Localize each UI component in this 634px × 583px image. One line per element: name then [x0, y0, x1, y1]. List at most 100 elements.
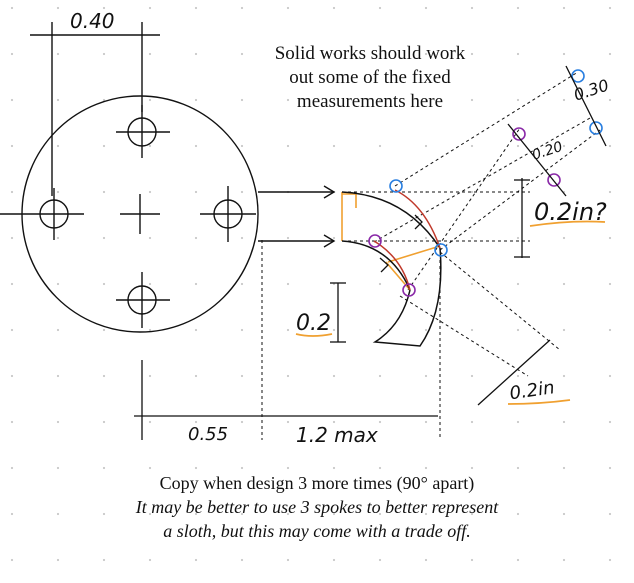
grid-dot — [56, 6, 60, 10]
grid-dot — [148, 558, 152, 562]
grid-dot — [608, 236, 612, 240]
grid-dot — [102, 374, 106, 378]
spoke-outline — [341, 191, 442, 347]
grid-dot — [470, 98, 474, 102]
grid-dot — [286, 558, 290, 562]
grid-dot — [286, 236, 290, 240]
grid-dot — [148, 420, 152, 424]
grid-dot — [102, 144, 106, 148]
label-bottom-right: 1.2 max — [296, 423, 378, 447]
grid-dot — [56, 190, 60, 194]
grid-dot — [194, 328, 198, 332]
grid-dot — [470, 512, 474, 516]
grid-dot — [378, 6, 382, 10]
grid-dot — [10, 6, 14, 10]
grid-dot — [378, 282, 382, 286]
grid-dot — [424, 282, 428, 286]
grid-dot — [516, 558, 520, 562]
grid-dot — [608, 282, 612, 286]
grid-dot — [240, 512, 244, 516]
grid-dot — [148, 6, 152, 10]
label-dim-040: 0.40 — [70, 9, 115, 33]
grid-dot — [194, 282, 198, 286]
grid-dot — [378, 420, 382, 424]
grid-dot — [332, 236, 336, 240]
grid-dot — [194, 420, 198, 424]
grid-dot — [102, 282, 106, 286]
grid-dot — [240, 236, 244, 240]
grid-dot — [194, 374, 198, 378]
grid-dot — [286, 52, 290, 56]
grid-dot — [240, 558, 244, 562]
grid-dot — [332, 144, 336, 148]
grid-dot — [562, 52, 566, 56]
grid-dot — [194, 512, 198, 516]
hole-left — [0, 188, 84, 240]
grid-dot — [378, 374, 382, 378]
grid-dot — [332, 98, 336, 102]
grid-dot — [102, 328, 106, 332]
grid-dot — [470, 558, 474, 562]
underlines — [295, 220, 606, 405]
grid-dot — [516, 282, 520, 286]
grid-dot — [608, 52, 612, 56]
grid-dot — [608, 512, 612, 516]
grid-dot — [424, 52, 428, 56]
grid-dot — [102, 420, 106, 424]
grid-dot — [240, 190, 244, 194]
grid-dot — [286, 282, 290, 286]
grid-dot — [10, 558, 14, 562]
grid-dot — [286, 144, 290, 148]
label-dim-030: 0.30 — [571, 75, 611, 104]
grid-dot — [424, 236, 428, 240]
grid-dot — [332, 558, 336, 562]
grid-dot — [516, 374, 520, 378]
marker-blue-2 — [434, 243, 448, 257]
grid-dot — [240, 328, 244, 332]
label-dim-020: 0.20 — [530, 139, 565, 164]
grid-dot — [608, 98, 612, 102]
marker-purple-1 — [368, 234, 382, 248]
grid-dot — [608, 374, 612, 378]
flow-arrows — [379, 214, 423, 273]
grid-dot — [562, 558, 566, 562]
note-line-1: Solid works should work — [274, 43, 466, 64]
grid-dot — [10, 420, 14, 424]
grid-dot — [424, 6, 428, 10]
grid-dot — [378, 558, 382, 562]
marker-purple-3 — [512, 127, 526, 141]
grid-dot — [10, 512, 14, 516]
grid-dot — [516, 512, 520, 516]
label-curve-height: 0.2 — [296, 311, 331, 336]
grid-dot — [240, 52, 244, 56]
grid-dot — [424, 420, 428, 424]
grid-dot — [10, 328, 14, 332]
grid-dot — [516, 420, 520, 424]
grid-dot — [148, 374, 152, 378]
grid-dot — [56, 98, 60, 102]
grid-dot — [562, 236, 566, 240]
grid-dot — [56, 466, 60, 470]
grid-dot — [148, 328, 152, 332]
grid-dot — [424, 328, 428, 332]
marker-blue-4 — [589, 121, 603, 135]
grid-dot — [56, 558, 60, 562]
hole-top — [116, 105, 170, 158]
grid-dot — [470, 282, 474, 286]
hole-right — [200, 186, 256, 242]
grid-dot — [194, 52, 198, 56]
grid-dot — [56, 512, 60, 516]
grid-dot — [10, 52, 14, 56]
grid-dot — [286, 328, 290, 332]
grid-dot — [286, 98, 290, 102]
label-bottom-left: 0.55 — [188, 424, 228, 445]
grid-dot — [424, 98, 428, 102]
caption-spokes-line2: a sloth, but this may come with a trade … — [163, 521, 471, 541]
grid-dot — [194, 466, 198, 470]
grid-dot — [608, 144, 612, 148]
grid-dot — [286, 420, 290, 424]
grid-dot — [378, 328, 382, 332]
grid-dot — [516, 466, 520, 470]
grid-dot — [56, 52, 60, 56]
caption-copy-design: Copy when design 3 more times (90° apart… — [159, 473, 475, 493]
